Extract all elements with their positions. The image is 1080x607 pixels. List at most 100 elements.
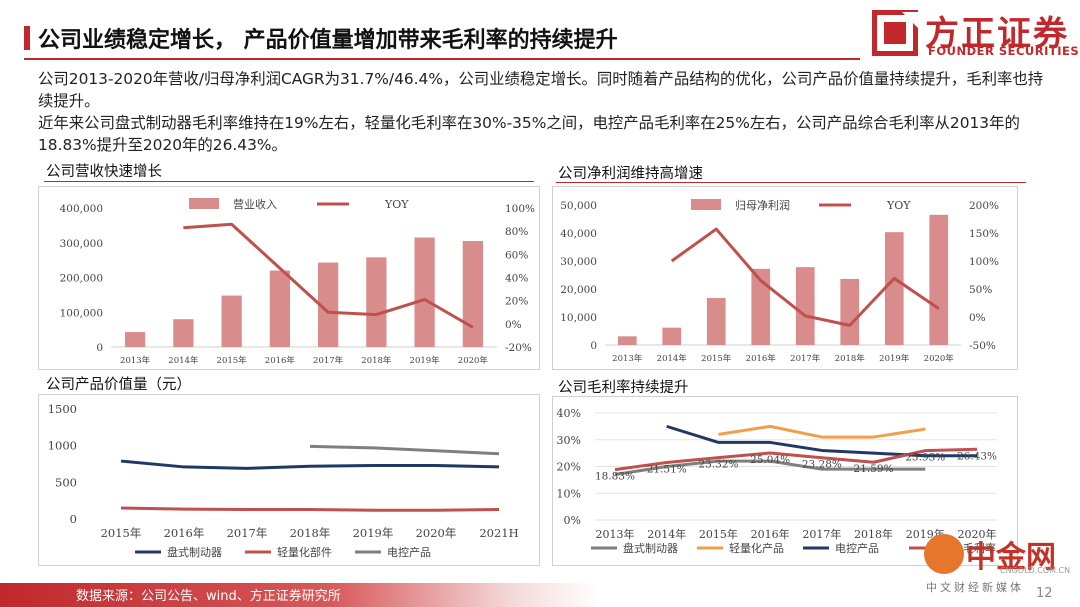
legend-line-label: YOY	[886, 199, 911, 212]
legend-bar-label: 营业收入	[233, 197, 277, 211]
y-right-tick-label: 20%	[505, 296, 528, 308]
bar	[124, 332, 146, 347]
bar	[269, 270, 291, 347]
y-tick-label: 30%	[557, 434, 581, 447]
x-tick-label: 2014年	[657, 353, 688, 364]
logo-chinese-text: 方正证券	[925, 14, 1069, 54]
x-tick-label: 2019年	[410, 355, 441, 366]
bar	[414, 237, 435, 347]
bar	[840, 278, 860, 345]
x-tick-label: 2015年	[701, 353, 732, 364]
bar	[221, 295, 242, 347]
x-tick-label: 2018年	[835, 353, 866, 364]
x-tick-label: 2016年	[746, 353, 777, 364]
bar	[366, 257, 387, 347]
y-left-tick-label: 50,000	[560, 200, 597, 212]
y-right-tick-label: 100%	[505, 203, 535, 215]
bar	[173, 319, 194, 347]
y-right-tick-label: 80%	[505, 226, 528, 238]
bar	[929, 214, 949, 345]
x-tick-label: 2014年	[168, 355, 199, 366]
y-right-tick-label: 40%	[505, 273, 528, 285]
data-label: 26.43%	[957, 450, 997, 462]
legend-label: 轻量化部件	[277, 545, 332, 559]
y-right-tick-label: 60%	[505, 249, 528, 261]
series-line	[614, 459, 926, 477]
section-title-revenue: 公司营收快速增长	[46, 164, 162, 180]
revenue-chart: 400,000 300,000 200,000 100,000 0 100% 80% 60% 4…	[60, 197, 535, 366]
summary-paragraph-1: 公司2013-2020年营收/归母净利润CAGR为31.7%/46.4%，公司业…	[38, 70, 1044, 110]
y-tick-label: 0	[70, 512, 77, 526]
x-tick-label: 2016年	[164, 526, 205, 540]
series-line	[120, 506, 500, 512]
legend-bar-swatch	[189, 198, 219, 209]
legend-bar-label: 归母净利润	[735, 198, 790, 212]
x-tick-label: 2013年	[120, 355, 151, 366]
y-left-tick-label: 0	[96, 342, 103, 354]
legend-label: 电控产品	[387, 545, 431, 559]
y-right-tick-label: 150%	[969, 228, 999, 240]
section-rule-revenue	[44, 181, 534, 182]
bar	[617, 336, 637, 345]
legend-label: 电控产品	[835, 541, 879, 555]
y-left-tick-label: 40,000	[560, 228, 597, 240]
y-tick-label: 40%	[557, 407, 581, 420]
y-right-tick-label: 0%	[969, 312, 986, 324]
x-tick-label: 2015年	[699, 527, 738, 541]
bar	[795, 267, 815, 345]
x-tick-label: 2013年	[612, 353, 643, 364]
x-tick-label: 2020年	[458, 355, 489, 366]
title-accent-bar	[24, 26, 30, 50]
bar	[884, 232, 904, 345]
y-tick-label: 10%	[557, 487, 581, 500]
y-left-tick-label: 100,000	[60, 307, 103, 319]
x-tick-label: 2015年	[101, 526, 142, 540]
x-tick-label: 2019年	[353, 526, 394, 540]
page-title: 公司业绩稳定增长， 产品价值量增加带来毛利率的持续提升	[38, 28, 618, 53]
x-tick-label: 2020年	[958, 527, 997, 541]
y-right-tick-label: -20%	[505, 342, 532, 354]
data-label: 18.83%	[595, 471, 635, 483]
x-tick-label: 2017年	[802, 527, 841, 541]
y-right-tick-label: 50%	[969, 284, 992, 296]
section-title-value: 公司产品价值量（元）	[46, 377, 191, 393]
x-tick-label: 2017年	[790, 353, 821, 364]
y-tick-label: 0%	[564, 514, 581, 527]
x-tick-label: 2018年	[290, 526, 331, 540]
logo-english-text: FOUNDER SECURITIES	[928, 44, 1080, 58]
x-tick-label: 2018年	[361, 355, 392, 366]
watermark-url: CNGOLD.COM.CN	[1000, 566, 1071, 575]
y-right-tick-label: 100%	[969, 256, 999, 268]
yoy-line	[183, 222, 474, 329]
y-tick-label: 1500	[48, 402, 77, 416]
data-label: 21.51%	[647, 463, 687, 475]
series-line	[120, 459, 500, 470]
page-number: 12	[1036, 586, 1053, 601]
series-line	[666, 424, 977, 458]
data-label: 23.28%	[802, 459, 842, 471]
y-right-tick-label: 0%	[505, 319, 522, 331]
x-tick-label: 2014年	[647, 527, 686, 541]
y-left-tick-label: 400,000	[60, 203, 103, 215]
watermark-tagline: 中文财经新媒体	[926, 581, 1024, 594]
x-tick-label: 2019年	[879, 353, 910, 364]
bar	[751, 268, 771, 345]
y-left-tick-label: 300,000	[60, 238, 103, 250]
x-tick-label: 2016年	[751, 527, 790, 541]
summary-paragraph-2: 近年来公司盘式制动器毛利率维持在19%左右，轻量化毛利率在30%-35%之间，电…	[38, 114, 1020, 154]
source-bar	[0, 583, 600, 607]
legend-label: 盘式制动器	[167, 545, 222, 559]
section-title-margin: 公司毛利率持续提升	[558, 380, 689, 396]
data-label: 21.59%	[854, 463, 894, 475]
founder-logo-icon	[872, 10, 918, 56]
profit-chart: 50,000 40,000 30,000 20,000 10,000 0 200% 150% 1…	[560, 198, 999, 364]
y-left-tick-label: 10,000	[560, 312, 597, 324]
watermark-logo-icon	[924, 534, 964, 574]
y-tick-label: 500	[55, 475, 77, 489]
x-tick-label: 2020年	[924, 353, 955, 364]
y-tick-label: 1000	[48, 439, 77, 453]
value-panel: 1500 1000 500 0 2015年 2016年 2017年 2018年 2019年 202…	[38, 394, 540, 566]
section-title-profit: 公司净利润维持高增速	[558, 166, 703, 182]
yoy-line	[670, 227, 940, 327]
x-tick-label: 2020年	[416, 526, 457, 540]
